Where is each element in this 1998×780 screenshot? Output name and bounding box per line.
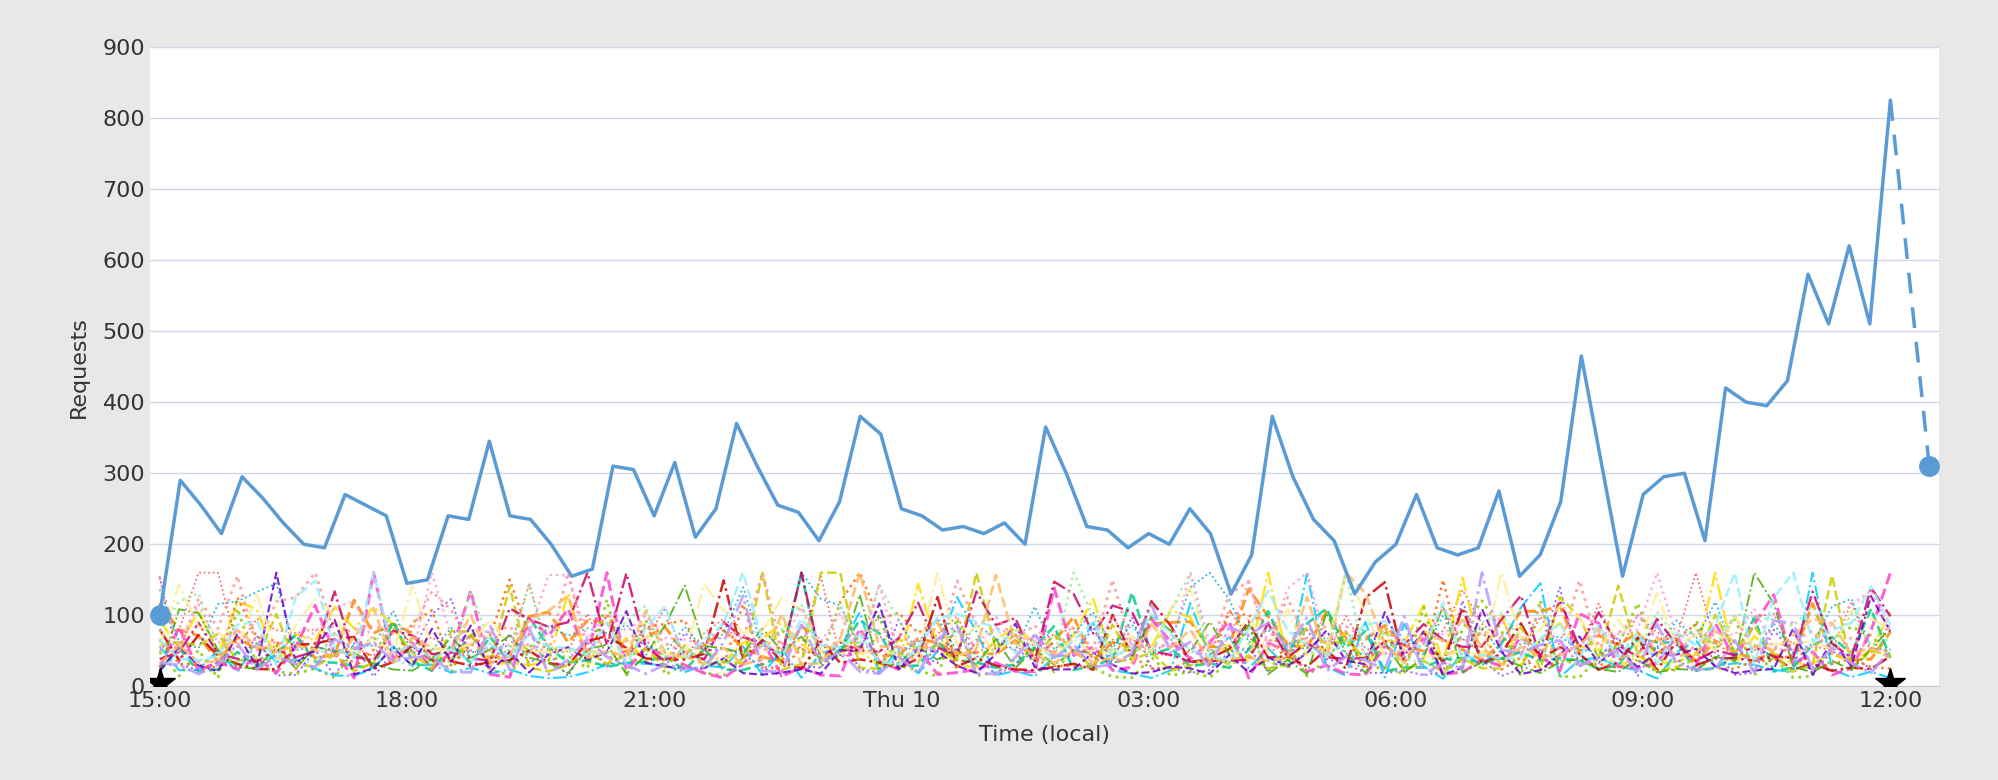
- Y-axis label: Requests: Requests: [68, 316, 88, 417]
- X-axis label: Time (local): Time (local): [979, 725, 1109, 745]
